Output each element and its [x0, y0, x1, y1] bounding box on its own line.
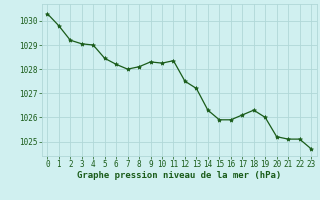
X-axis label: Graphe pression niveau de la mer (hPa): Graphe pression niveau de la mer (hPa) [77, 171, 281, 180]
